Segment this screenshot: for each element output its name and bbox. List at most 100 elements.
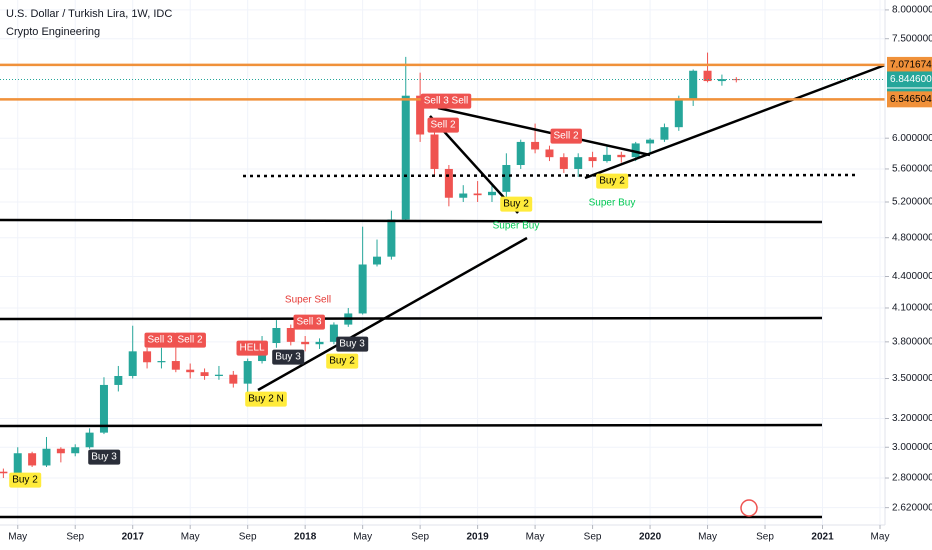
- price-label: 6.844600: [890, 74, 932, 85]
- x-tick-label: May: [181, 532, 200, 543]
- candle-body: [487, 191, 496, 196]
- candle-body: [0, 471, 8, 474]
- candle-body: [416, 95, 425, 135]
- candle-body: [315, 341, 324, 345]
- signal-label-bg: [427, 117, 459, 133]
- candle-body: [602, 154, 611, 162]
- horizontal-line: [0, 423, 823, 428]
- x-tick-label: Sep: [411, 532, 429, 543]
- candle-body: [559, 157, 568, 169]
- candle-body: [186, 369, 195, 373]
- candle-body: [660, 127, 669, 140]
- y-tick-label: 3.800000: [892, 336, 932, 347]
- y-tick-label: 3.200000: [892, 413, 932, 424]
- y-tick-label: 7.500000: [892, 33, 932, 44]
- x-tick-label: Sep: [756, 532, 774, 543]
- candle-body: [42, 448, 51, 466]
- signal-label-bg: [326, 353, 359, 369]
- y-tick-label: 4.800000: [892, 232, 932, 243]
- signal-label: Buy 2 N: [248, 394, 284, 405]
- candle-body: [516, 141, 525, 165]
- candle-body: [272, 327, 281, 344]
- candle-body: [574, 157, 583, 169]
- x-tick-label: 2019: [466, 532, 489, 543]
- signal-label-bg: [9, 472, 42, 488]
- candle-body: [329, 324, 338, 342]
- candle-body: [286, 327, 295, 342]
- candle-body: [430, 134, 439, 169]
- candle-body: [473, 193, 482, 196]
- candle-body: [56, 448, 65, 454]
- y-tick-label: 3.000000: [892, 442, 932, 453]
- annotations: Buy 2 Buy 3 Sell 3 Sell 2 HELL Buy 3 Buy 2 N Su…: [9, 93, 635, 488]
- x-tick-label: 2021: [811, 532, 834, 543]
- y-tick-label: 5.600000: [892, 164, 932, 175]
- signal-label: Buy 2: [503, 199, 529, 210]
- candle-body: [229, 374, 238, 384]
- candle-body: [128, 351, 137, 376]
- signal-label-bg: [500, 196, 533, 212]
- candle-body: [646, 139, 655, 144]
- x-tick-label: Sep: [584, 532, 602, 543]
- signal-label-bg: [336, 336, 369, 352]
- chart-title: U.S. Dollar / Turkish Lira, 1W, IDC: [6, 8, 172, 20]
- signal-label-bg: [174, 332, 206, 348]
- candle-body: [689, 70, 698, 100]
- signal-text: Super Sell: [285, 295, 331, 306]
- axes: 8.000000 7.500000 6.000000 5.600000 5.200000…: [8, 5, 932, 543]
- candle-body: [401, 95, 410, 220]
- trend-line: [584, 63, 886, 180]
- candle-body: [373, 256, 382, 265]
- x-tick-label: 2018: [294, 532, 317, 543]
- signal-label: Buy 2: [12, 475, 38, 486]
- signal-label: Sell 2: [553, 131, 578, 142]
- signal-label-bg: [596, 173, 629, 189]
- candle-body: [674, 99, 683, 128]
- candle-body: [732, 79, 741, 81]
- x-tick-label: 2020: [639, 532, 662, 543]
- signal-label: Sell 3: [147, 335, 172, 346]
- candle-body: [459, 193, 468, 198]
- signal-label: Sell 3: [296, 317, 321, 328]
- signal-label: Sell 2: [430, 120, 455, 131]
- signal-label: Buy 2: [329, 356, 355, 367]
- signal-label-bg: [88, 449, 121, 465]
- signal-text: Super Buy: [493, 221, 540, 232]
- candle-body: [617, 154, 626, 158]
- candle-body: [358, 264, 367, 314]
- candle-body: [171, 361, 180, 370]
- signal-label-bg: [272, 349, 305, 365]
- event-icon[interactable]: [740, 499, 758, 517]
- x-tick-label: Sep: [66, 532, 84, 543]
- candle-body: [28, 453, 37, 466]
- signal-label: Buy 3: [339, 339, 365, 350]
- signal-label: Sell 2: [177, 335, 202, 346]
- x-tick-label: May: [871, 532, 890, 543]
- signal-label-bg: [144, 332, 176, 348]
- indicator-name[interactable]: Crypto Engineering: [6, 26, 100, 38]
- candle-body: [531, 141, 540, 150]
- signal-label-bg: [293, 314, 325, 330]
- signal-label-bg: [550, 128, 582, 144]
- signal-label: Buy 3: [275, 352, 301, 363]
- horizontal-line: [0, 316, 823, 321]
- grid: [0, 0, 885, 525]
- signal-label: Sell 3 Sell: [424, 96, 468, 107]
- candle-body: [214, 374, 223, 376]
- y-tick-label: 5.200000: [892, 197, 932, 208]
- x-tick-label: 2017: [122, 532, 145, 543]
- candle-body: [444, 168, 453, 198]
- y-tick-label: 2.800000: [892, 473, 932, 484]
- x-tick-label: May: [8, 532, 27, 543]
- horizontal-line: [0, 218, 823, 224]
- y-tick-label: 3.500000: [892, 373, 932, 384]
- x-tick-label: May: [698, 532, 717, 543]
- signal-label-bg: [420, 93, 472, 109]
- candle-body: [85, 432, 94, 448]
- candle-body: [631, 143, 640, 158]
- price-label-bg: [887, 71, 932, 88]
- x-tick-label: May: [353, 532, 372, 543]
- candle-body: [717, 79, 726, 82]
